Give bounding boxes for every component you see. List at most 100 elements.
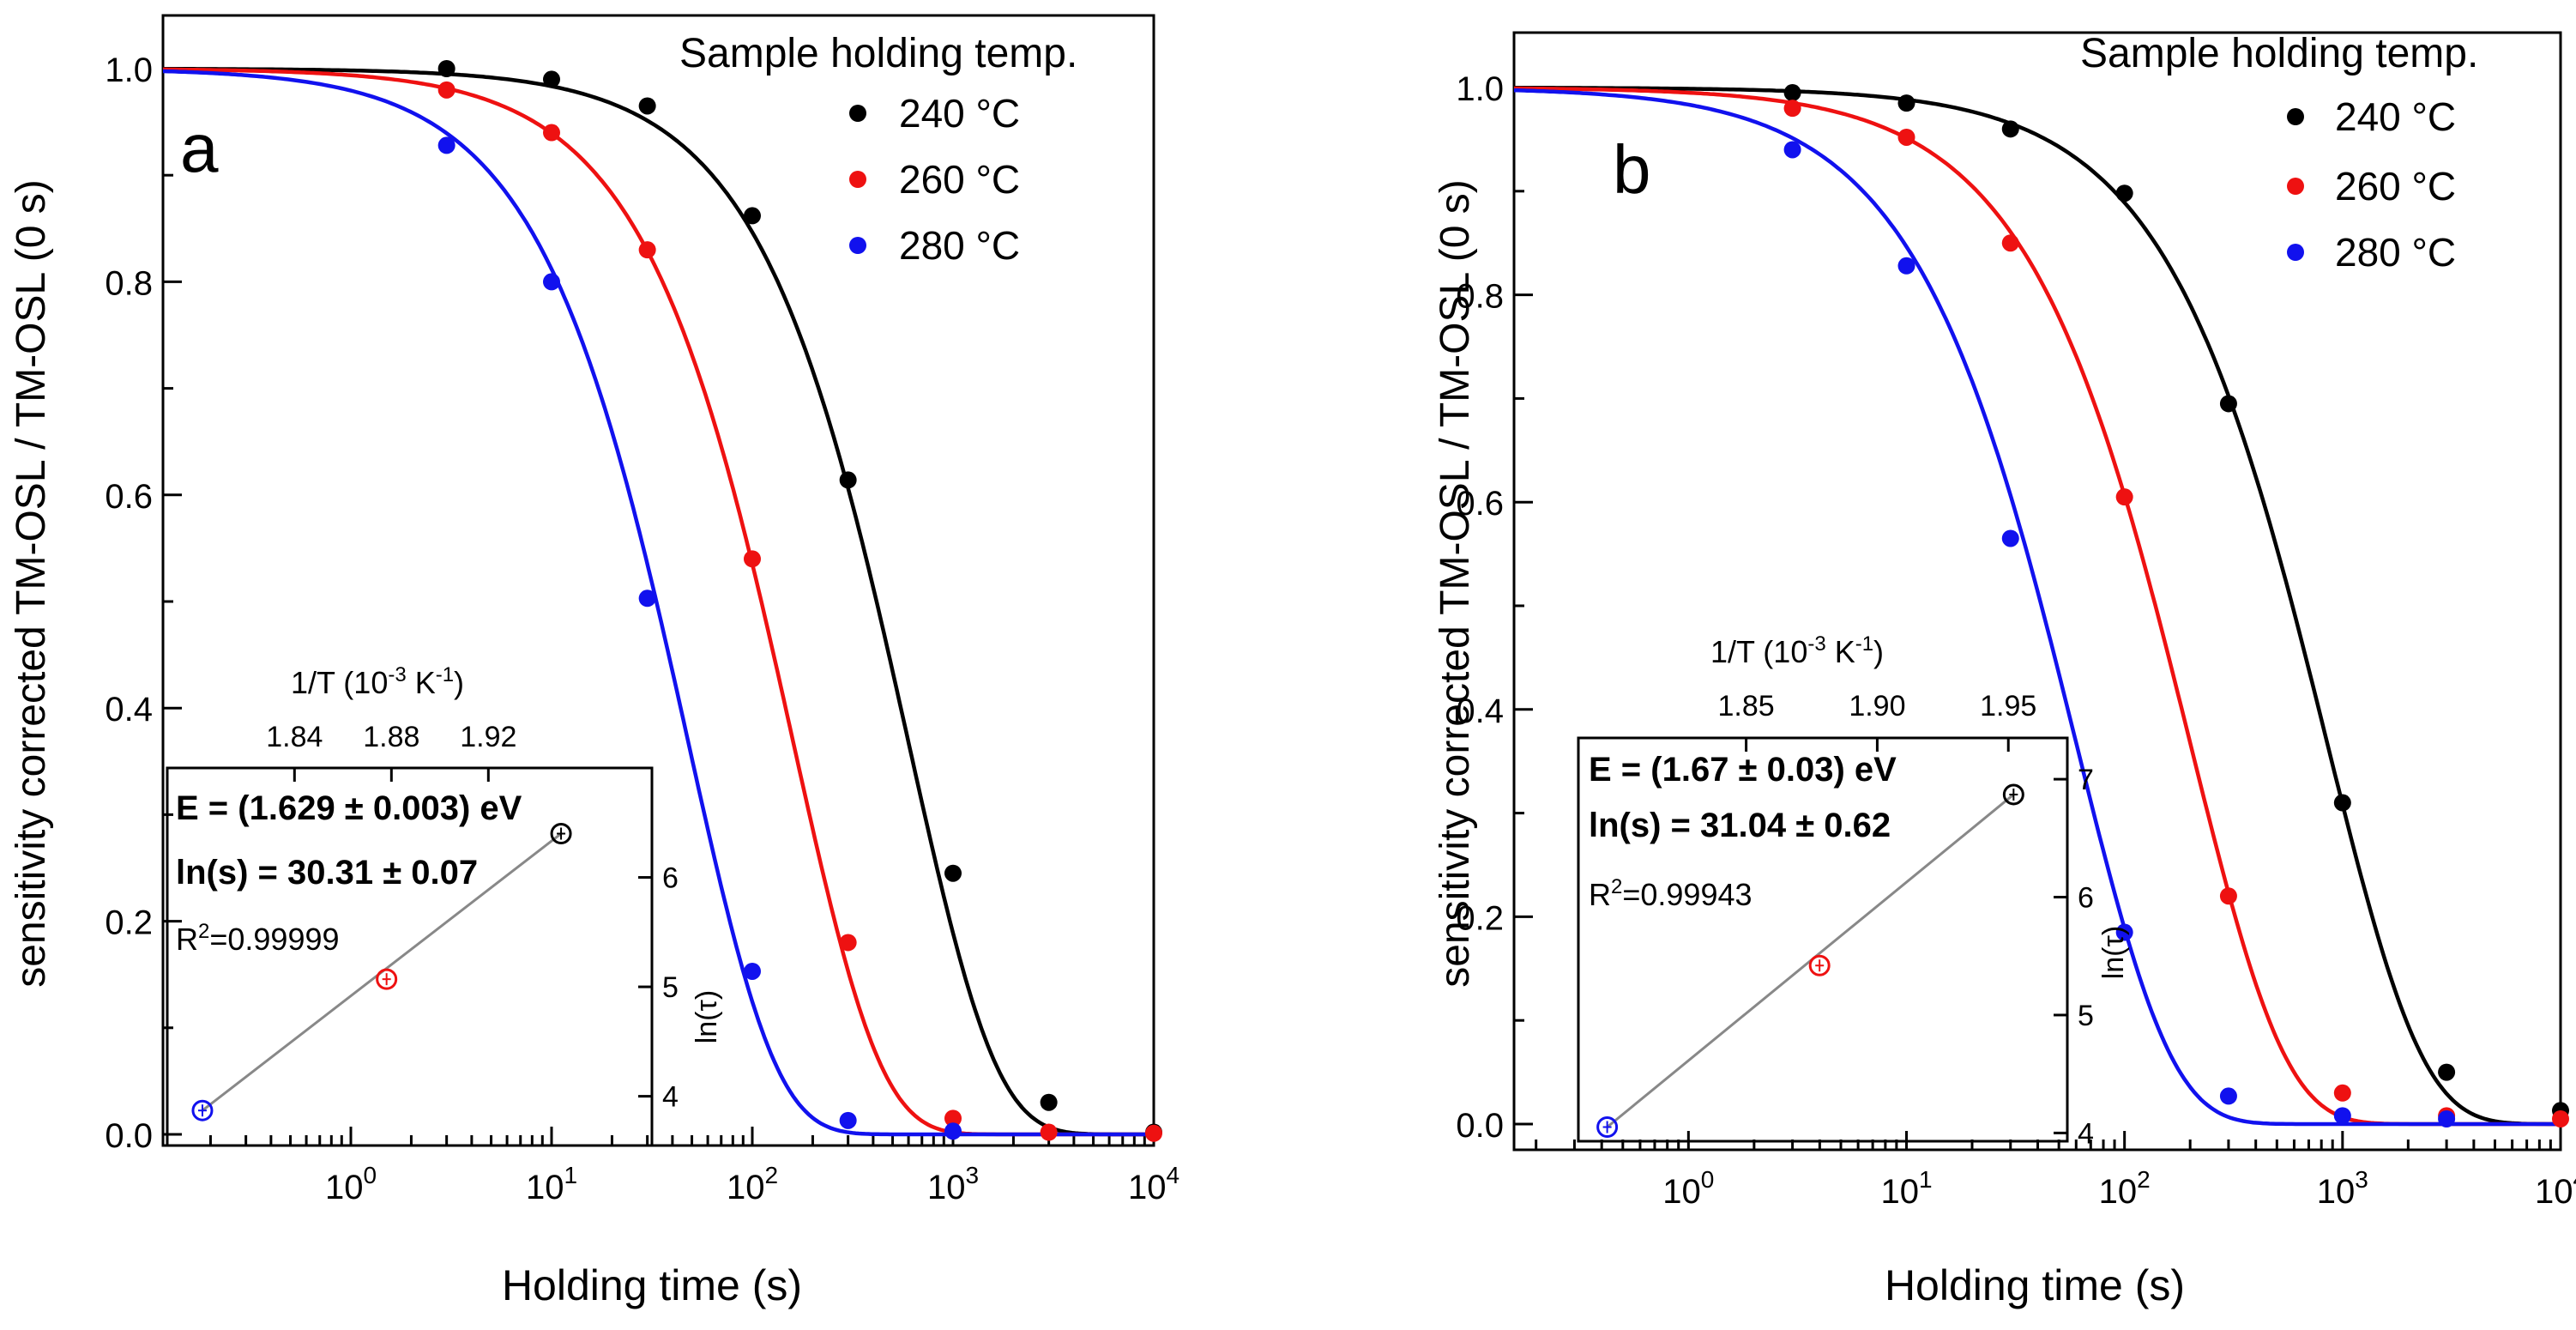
data-point-series-1 <box>2219 887 2237 905</box>
fit-curve-series-2 <box>1514 88 2561 1127</box>
data-point-series-2 <box>638 589 656 608</box>
x-tick-label: 100 <box>325 1162 377 1206</box>
data-point-series-0 <box>2438 1063 2456 1081</box>
inset-data-point <box>550 823 572 845</box>
panel-label: b <box>1613 131 1651 208</box>
data-point-series-1 <box>2115 488 2133 506</box>
data-point-series-2 <box>839 1111 857 1129</box>
inset-top-axis-label: 1/T (10-3 K-1) <box>1710 632 1884 669</box>
x-axis-label: Holding time (s) <box>502 1261 802 1309</box>
x-tick-mantissa: 10 <box>526 1169 564 1206</box>
inset-top-label-unit-sup: -1 <box>1855 632 1873 656</box>
inset-right-tick-label: 7 <box>2078 764 2094 796</box>
x-tick-mantissa: 10 <box>1128 1169 1167 1206</box>
inset-right-tick-label: 5 <box>662 971 679 1004</box>
x-axis-label: Holding time (s) <box>1885 1261 2185 1309</box>
x-tick-exponent: 2 <box>764 1162 778 1188</box>
fit-curve-series-0 <box>163 66 1154 1137</box>
data-point-series-0 <box>437 60 455 77</box>
x-tick-mantissa: 10 <box>927 1169 966 1206</box>
inset-r2-prefix: R <box>176 922 198 957</box>
data-point-series-1 <box>638 241 656 259</box>
inset-frame <box>1577 736 2069 1143</box>
x-tick-mantissa: 10 <box>325 1169 364 1206</box>
x-tick-label: 104 <box>2535 1166 2576 1211</box>
legend-entry: 260 °C <box>2335 164 2456 209</box>
x-tick-label: 104 <box>1128 1162 1179 1206</box>
y-tick-label: 0.8 <box>105 264 153 302</box>
data-point-series-0 <box>944 864 962 882</box>
panel-b: 0.00.20.40.60.81.0100101102103104Holding… <box>1433 31 2576 1309</box>
data-point-series-1 <box>437 81 455 99</box>
data-point-series-1 <box>2552 1109 2569 1127</box>
data-point-series-0 <box>2001 120 2019 138</box>
data-point-series-2 <box>2001 529 2019 547</box>
inset-top-label-sup: -3 <box>1807 632 1825 656</box>
inset-energy-annotation: E = (1.67 ± 0.03) eV <box>1589 751 1897 789</box>
data-point-series-1 <box>1040 1123 1058 1141</box>
data-point-series-1 <box>543 124 560 142</box>
legend-entry: 260 °C <box>899 157 1020 202</box>
inset-top-label-end: ) <box>1873 634 1884 669</box>
x-tick-mantissa: 10 <box>2535 1173 2573 1211</box>
data-point-series-2 <box>944 1122 962 1140</box>
data-point-series-0 <box>638 97 656 115</box>
data-point-series-0 <box>2333 794 2351 812</box>
data-point-series-2 <box>2115 923 2133 941</box>
data-point-series-1 <box>944 1109 962 1127</box>
y-tick-label: 0.8 <box>1456 278 1504 316</box>
x-tick-mantissa: 10 <box>727 1169 765 1206</box>
x-tick-label: 102 <box>727 1162 778 1206</box>
inset-top-label-unit: K <box>1826 634 1855 669</box>
inset-top-label-unit-sup: -1 <box>436 663 454 686</box>
data-point-series-2 <box>1783 141 1801 159</box>
x-tick-mantissa: 10 <box>2317 1173 2356 1211</box>
legend-marker <box>849 237 866 254</box>
inset-top-tick-label: 1.85 <box>1718 690 1775 722</box>
inset-data-point <box>376 968 398 990</box>
data-point-series-1 <box>1783 100 1801 118</box>
data-point-series-1 <box>839 934 857 952</box>
data-point-series-1 <box>1145 1124 1162 1142</box>
data-point-series-0 <box>2115 184 2133 203</box>
data-point-series-2 <box>437 136 455 154</box>
legend-marker <box>849 105 866 122</box>
data-point-series-0 <box>1783 84 1801 102</box>
inset-top-tick-label: 1.88 <box>363 721 419 753</box>
inset-data-point <box>1596 1116 1619 1139</box>
x-tick-exponent: 4 <box>2573 1166 2576 1193</box>
y-tick-label: 0.6 <box>1456 485 1504 523</box>
legend-title: Sample holding temp. <box>2080 31 2478 76</box>
y-tick-label: 0.0 <box>105 1117 153 1155</box>
inset-top-label-text: 1/T (10 <box>1710 634 1807 669</box>
legend-marker <box>849 171 866 188</box>
inset-r2-value: =0.99943 <box>1622 877 1752 912</box>
inset-data-point <box>2002 783 2024 806</box>
fit-curve-series-0 <box>1514 85 2561 1127</box>
inset-top-label-end: ) <box>454 665 464 700</box>
x-tick-mantissa: 10 <box>2099 1173 2138 1211</box>
inset-right-tick-label: 5 <box>2078 1000 2094 1032</box>
inset-right-tick-label: 6 <box>662 862 679 895</box>
inset-r2-annotation: R2=0.99999 <box>176 920 340 957</box>
inset-r2-sup: 2 <box>198 920 209 943</box>
y-tick-label: 0.2 <box>1456 899 1504 937</box>
inset-r2-value: =0.99999 <box>209 922 339 957</box>
data-point-series-1 <box>2333 1084 2351 1102</box>
inset-right-tick-label: 6 <box>2078 882 2094 915</box>
y-tick-label: 0.4 <box>105 691 153 728</box>
y-tick-label: 0.6 <box>105 478 153 516</box>
data-point-series-2 <box>2438 1109 2456 1127</box>
x-tick-exponent: 2 <box>2137 1166 2151 1193</box>
inset-right-axis-label: ln(τ) <box>691 990 723 1044</box>
inset-r2-annotation: R2=0.99943 <box>1589 875 1753 912</box>
x-tick-label: 101 <box>1880 1166 1932 1211</box>
x-tick-exponent: 3 <box>2355 1166 2368 1193</box>
data-point-series-0 <box>839 471 857 489</box>
data-point-series-1 <box>2001 234 2019 252</box>
inset-right-tick-label: 4 <box>2078 1117 2094 1150</box>
panel-label: a <box>180 110 219 186</box>
y-tick-label: 0.2 <box>105 904 153 942</box>
data-point-series-0 <box>1040 1093 1058 1111</box>
